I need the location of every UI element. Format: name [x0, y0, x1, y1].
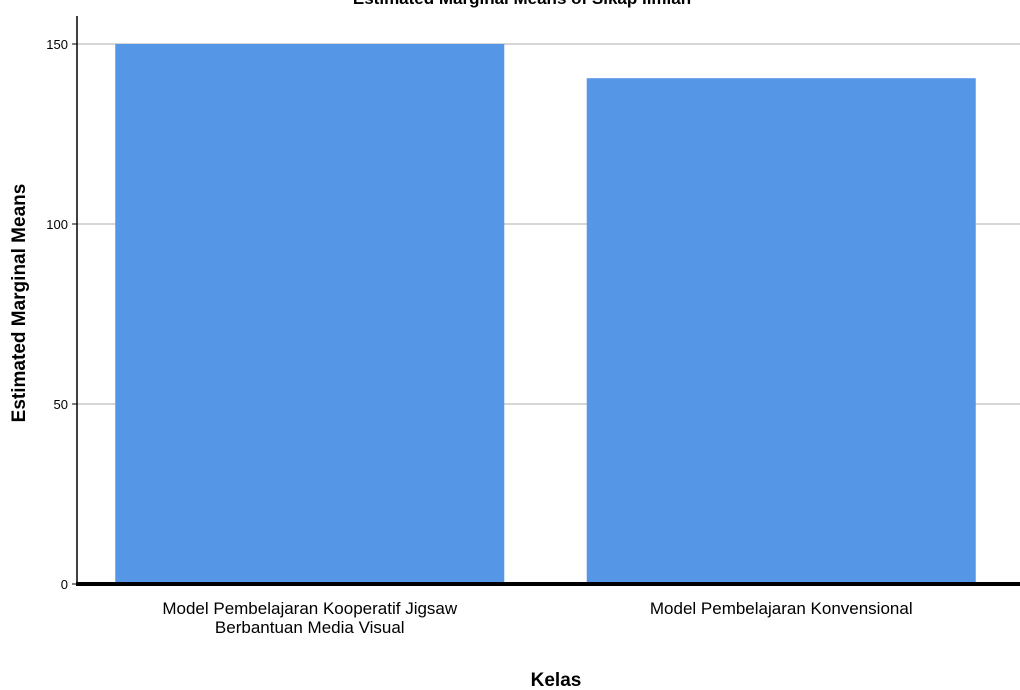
bar-1 [115, 44, 505, 584]
y-tick-label-0: 0 [61, 577, 68, 592]
bars [115, 44, 976, 584]
x-category-label-1: Model Pembelajaran Kooperatif Jigsaw Berb… [162, 599, 458, 637]
bar-2 [586, 78, 976, 584]
y-tick-label-150: 150 [46, 37, 68, 52]
y-tick-label-50: 50 [54, 397, 68, 412]
x-category-labels: Model Pembelajaran Kooperatif Jigsaw Berb… [162, 599, 912, 637]
chart-title: Estimated Marginal Means of Sikap Ilmiah [353, 0, 691, 8]
y-axis-title: Estimated Marginal Means [9, 184, 30, 423]
x-axis-title: Kelas [531, 670, 582, 690]
x-category-label-2: Model Pembelajaran Konvensional [650, 599, 913, 618]
y-ticks: 0 50 100 150 [46, 37, 77, 592]
y-tick-label-100: 100 [46, 217, 68, 232]
